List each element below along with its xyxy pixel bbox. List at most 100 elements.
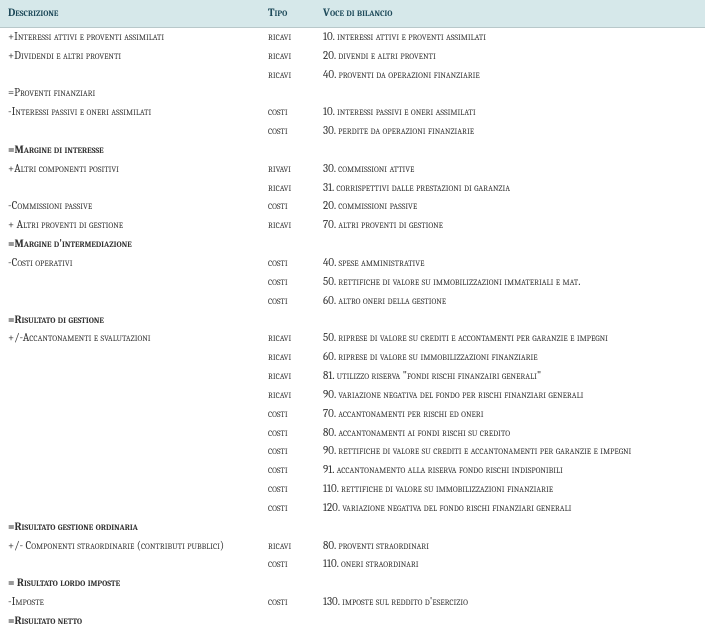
cell-descrizione: -Interessi passivi e oneri assimilati [0, 103, 260, 122]
cell-voce: 20. divendi e altri proventi [315, 47, 705, 66]
cell-tipo: costi [260, 442, 315, 461]
table-row: costi90. rettifiche di valore su crediti… [0, 442, 705, 461]
table-row: ricavi90. variazione negativa del fondo … [0, 386, 705, 405]
cell-descrizione [0, 273, 260, 292]
table-row: =Margine d'intermediazione [0, 235, 705, 254]
table-row: -Commissioni passivecosti20. commissioni… [0, 197, 705, 216]
cell-descrizione: =Proventi finanziari [0, 84, 260, 103]
table-row: costi110. oneri straordinari [0, 555, 705, 574]
cell-voce: 110. rettifiche di valore su immobilizza… [315, 480, 705, 499]
cell-tipo: ricavi [260, 47, 315, 66]
cell-descrizione: -Imposte [0, 593, 260, 612]
cell-voce: 110. oneri straordinari [315, 555, 705, 574]
table-row: =Proventi finanziari [0, 84, 705, 103]
cell-descrizione: =Risultato gestione ordinaria [0, 518, 260, 537]
cell-tipo: ricavi [260, 386, 315, 405]
cell-tipo [260, 235, 315, 254]
cell-tipo: ricavi [260, 66, 315, 85]
cell-tipo: ricavi [260, 216, 315, 235]
cell-voce: 70. accantonamenti per rischi ed oneri [315, 405, 705, 424]
cell-voce: 40. proventi da operazioni finanziarie [315, 66, 705, 85]
cell-tipo [260, 574, 315, 593]
table-row: +Dividendi e altri proventiricavi20. div… [0, 47, 705, 66]
cell-tipo: costi [260, 480, 315, 499]
cell-tipo: costi [260, 292, 315, 311]
cell-tipo: costi [260, 499, 315, 518]
cell-descrizione [0, 442, 260, 461]
cell-voce: 60. riprese di valore su immobilizzazion… [315, 348, 705, 367]
cell-voce: 40. spese amministrative [315, 254, 705, 273]
table-row: +/- Componenti straordinarie (contributi… [0, 537, 705, 556]
cell-descrizione: +Altri componenti positivi [0, 160, 260, 179]
table-row: costi110. rettifiche di valore su immobi… [0, 480, 705, 499]
table-row: ricavi60. riprese di valore su immobiliz… [0, 348, 705, 367]
cell-tipo: costi [260, 273, 315, 292]
table-row: =Risultato gestione ordinaria [0, 518, 705, 537]
cell-descrizione [0, 348, 260, 367]
table-row: +Altri componenti positivirivavi30. comm… [0, 160, 705, 179]
cell-descrizione [0, 555, 260, 574]
cell-voce: 20. commissioni passive [315, 197, 705, 216]
cell-voce [315, 235, 705, 254]
cell-voce: 30. perdite da operazioni finanziarie [315, 122, 705, 141]
cell-descrizione [0, 122, 260, 141]
cell-tipo: costi [260, 555, 315, 574]
header-voce: Voce di bilancio [315, 0, 705, 27]
cell-tipo: ricavi [260, 179, 315, 198]
cell-tipo: costi [260, 593, 315, 612]
table-row: =Risultato di gestione [0, 311, 705, 330]
cell-voce [315, 518, 705, 537]
cell-tipo: costi [260, 103, 315, 122]
cell-voce [315, 574, 705, 593]
cell-voce: 130. imposte sul reddito d'esercizio [315, 593, 705, 612]
cell-descrizione: =Margine d'intermediazione [0, 235, 260, 254]
table-row: ricavi31. corrispettivi dalle prestazion… [0, 179, 705, 198]
table-row: + Altri proventi di gestionericavi70. al… [0, 216, 705, 235]
cell-descrizione: -Commissioni passive [0, 197, 260, 216]
cell-voce: 31. corrispettivi dalle prestazioni di g… [315, 179, 705, 198]
cell-descrizione [0, 461, 260, 480]
cell-descrizione [0, 480, 260, 499]
cell-tipo: ricavi [260, 27, 315, 46]
cell-tipo: costi [260, 254, 315, 273]
cell-voce [315, 311, 705, 330]
cell-voce: 30. commissioni attive [315, 160, 705, 179]
cell-descrizione: +Dividendi e altri proventi [0, 47, 260, 66]
cell-voce [315, 141, 705, 160]
table-row: costi91. accantonamento alla riserva fon… [0, 461, 705, 480]
cell-descrizione: =Risultato netto [0, 612, 260, 631]
cell-tipo [260, 311, 315, 330]
cell-tipo [260, 141, 315, 160]
table-row: costi80. accantonamenti ai fondi rischi … [0, 424, 705, 443]
cell-descrizione: +/-Accantonamenti e svalutazioni [0, 329, 260, 348]
table-row: -Impostecosti130. imposte sul reddito d'… [0, 593, 705, 612]
bilancio-table: Descrizione Tipo Voce di bilancio +Inter… [0, 0, 705, 631]
table-row: =Margine di interesse [0, 141, 705, 160]
table-row: =Risultato netto [0, 612, 705, 631]
cell-voce [315, 612, 705, 631]
cell-voce: 80. accantonamenti ai fondi rischi su cr… [315, 424, 705, 443]
cell-tipo [260, 612, 315, 631]
cell-descrizione [0, 424, 260, 443]
cell-descrizione: = Risultato lordo imposte [0, 574, 260, 593]
cell-voce [315, 84, 705, 103]
cell-descrizione [0, 367, 260, 386]
cell-descrizione: +Interessi attivi e proventi assimilati [0, 27, 260, 46]
cell-tipo: costi [260, 405, 315, 424]
cell-descrizione [0, 292, 260, 311]
table-row: costi50. rettifiche di valore su immobil… [0, 273, 705, 292]
cell-descrizione: =Risultato di gestione [0, 311, 260, 330]
cell-tipo [260, 84, 315, 103]
cell-voce: 90. variazione negativa del fondo per ri… [315, 386, 705, 405]
cell-tipo: costi [260, 122, 315, 141]
cell-tipo: ricavi [260, 348, 315, 367]
cell-tipo: rivavi [260, 160, 315, 179]
table-row: costi70. accantonamenti per rischi ed on… [0, 405, 705, 424]
table-row: costi30. perdite da operazioni finanziar… [0, 122, 705, 141]
cell-voce: 70. altri proventi di gestione [315, 216, 705, 235]
cell-voce: 91. accantonamento alla riserva fondo ri… [315, 461, 705, 480]
table-row: +/-Accantonamenti e svalutazioniricavi50… [0, 329, 705, 348]
cell-descrizione [0, 405, 260, 424]
table-row: -Costi operativicosti40. spese amministr… [0, 254, 705, 273]
table-row: -Interessi passivi e oneri assimilaticos… [0, 103, 705, 122]
